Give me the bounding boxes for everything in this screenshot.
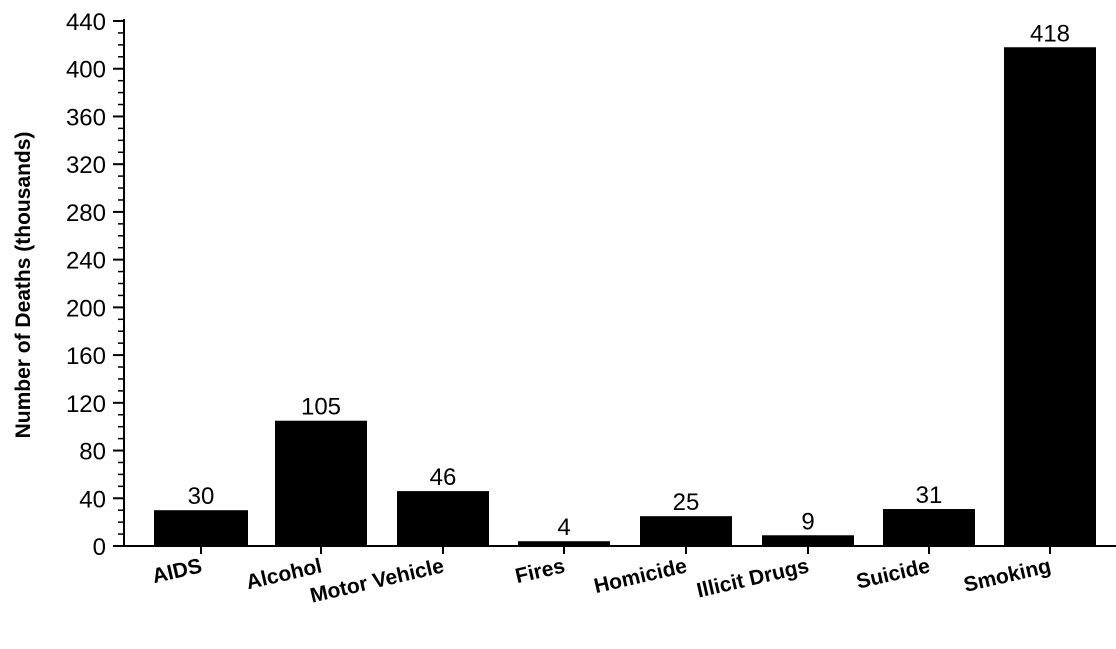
bar-homicide [640, 516, 732, 546]
y-tick-label: 80 [79, 439, 106, 466]
bars [154, 47, 1096, 546]
y-axis-title: Number of Deaths (thousands) [12, 132, 35, 439]
data-label: 105 [301, 394, 341, 421]
x-tick-label: Illicit Drugs [695, 554, 812, 602]
y-tick-label: 200 [66, 295, 106, 322]
data-label: 30 [188, 483, 215, 510]
y-tick-label: 120 [66, 391, 106, 418]
y-tick-label: 360 [66, 104, 106, 131]
y-tick-label: 320 [66, 152, 106, 179]
bar-motor-vehicle [397, 491, 489, 546]
x-axis [124, 545, 1116, 554]
bar-suicide [883, 509, 975, 546]
bar-fires [518, 541, 610, 546]
y-axis: 0 40 80 120 160 200 240 280 320 360 400 440 [66, 9, 125, 561]
x-tick-label: Motor Vehicle [308, 554, 446, 607]
y-tick-label: 440 [66, 9, 106, 36]
x-tick-label: AIDS [150, 554, 204, 588]
data-label: 4 [557, 514, 570, 541]
y-tick-label: 40 [79, 486, 106, 513]
y-tick-label: 0 [93, 534, 106, 561]
x-tick-label: Fires [513, 554, 567, 588]
data-label: 418 [1030, 20, 1070, 47]
y-tick-label: 400 [66, 57, 106, 84]
data-label: 31 [916, 482, 943, 509]
data-label: 46 [430, 464, 457, 491]
bar-alcohol [275, 420, 367, 546]
y-tick-label: 240 [66, 248, 106, 275]
bar-illicit-drugs [762, 535, 854, 546]
bar-aids [154, 510, 248, 546]
x-tick-label: Suicide [854, 554, 932, 593]
data-label: 9 [801, 508, 814, 535]
x-tick-label: Homicide [592, 554, 689, 598]
data-label: 25 [673, 489, 700, 516]
y-tick-label: 160 [66, 343, 106, 370]
y-tick-label: 280 [66, 200, 106, 227]
value-labels: 30 105 46 4 25 9 31 418 [188, 20, 1070, 541]
bar-smoking [1004, 47, 1096, 546]
x-tick-label: Smoking [962, 554, 1054, 596]
